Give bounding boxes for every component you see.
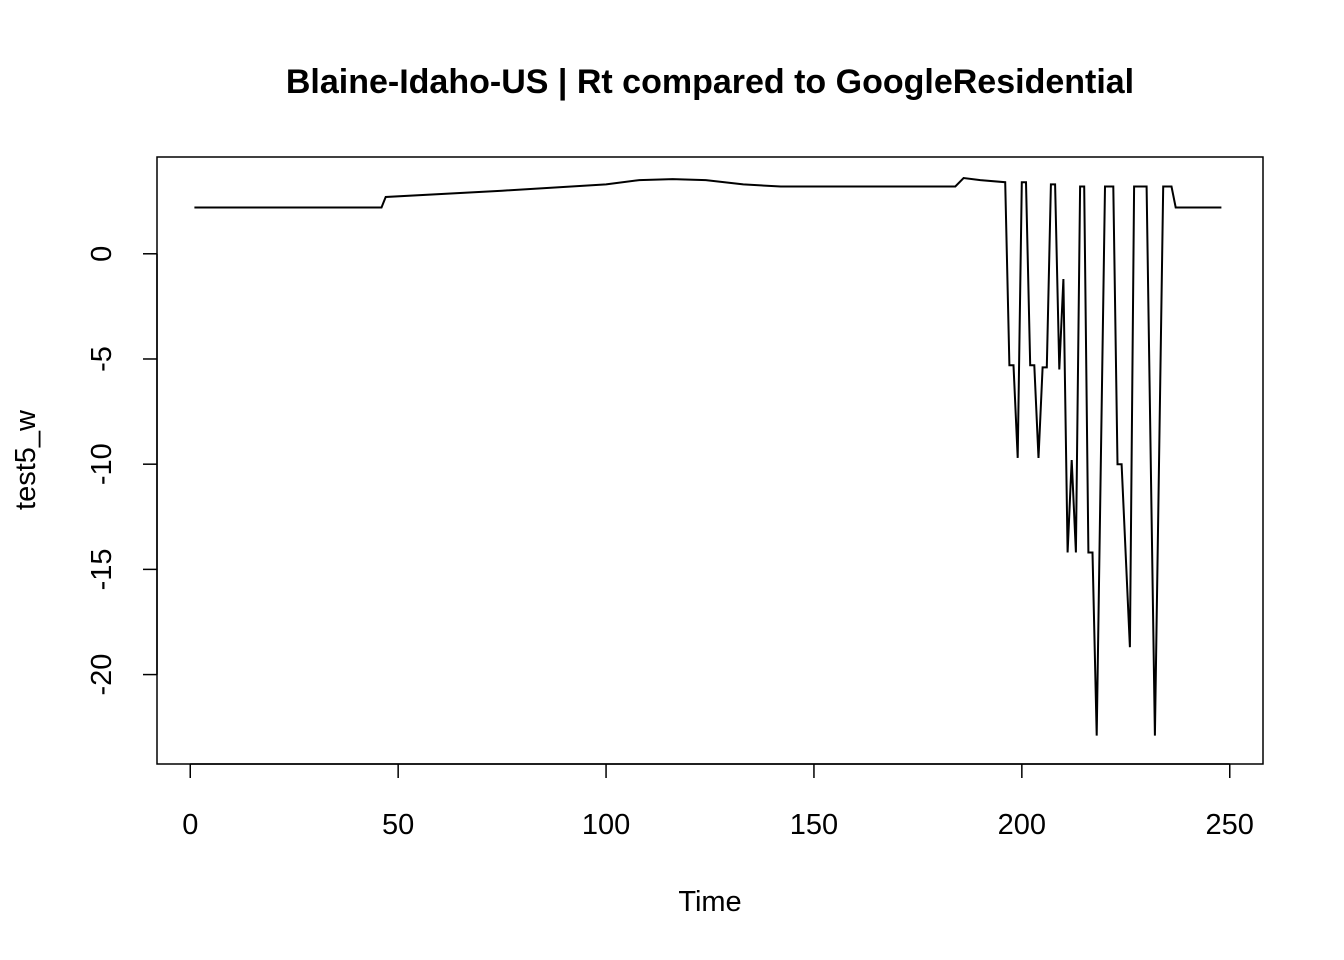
x-tick-label: 50	[382, 809, 414, 841]
x-axis-label: Time	[678, 886, 741, 918]
x-tick-label: 0	[182, 809, 198, 841]
x-tick-label: 200	[998, 809, 1046, 841]
chart-title: Blaine-Idaho-US | Rt compared to GoogleR…	[286, 63, 1134, 101]
x-tick-label: 100	[582, 809, 630, 841]
x-tick-label: 150	[790, 809, 838, 841]
x-tick-label: 250	[1206, 809, 1254, 841]
y-tick-label: -15	[86, 548, 118, 590]
y-axis-label: test5_w	[10, 409, 42, 510]
x-axis: 0 50 100 150 200 250	[182, 763, 1254, 841]
y-tick-label: -5	[86, 346, 118, 372]
y-tick-label: -10	[86, 443, 118, 485]
y-tick-label: -20	[86, 654, 118, 696]
y-axis: 0 -5 -10 -15 -20	[86, 246, 158, 696]
series-line	[194, 176, 1222, 736]
y-tick-label: 0	[86, 246, 118, 262]
